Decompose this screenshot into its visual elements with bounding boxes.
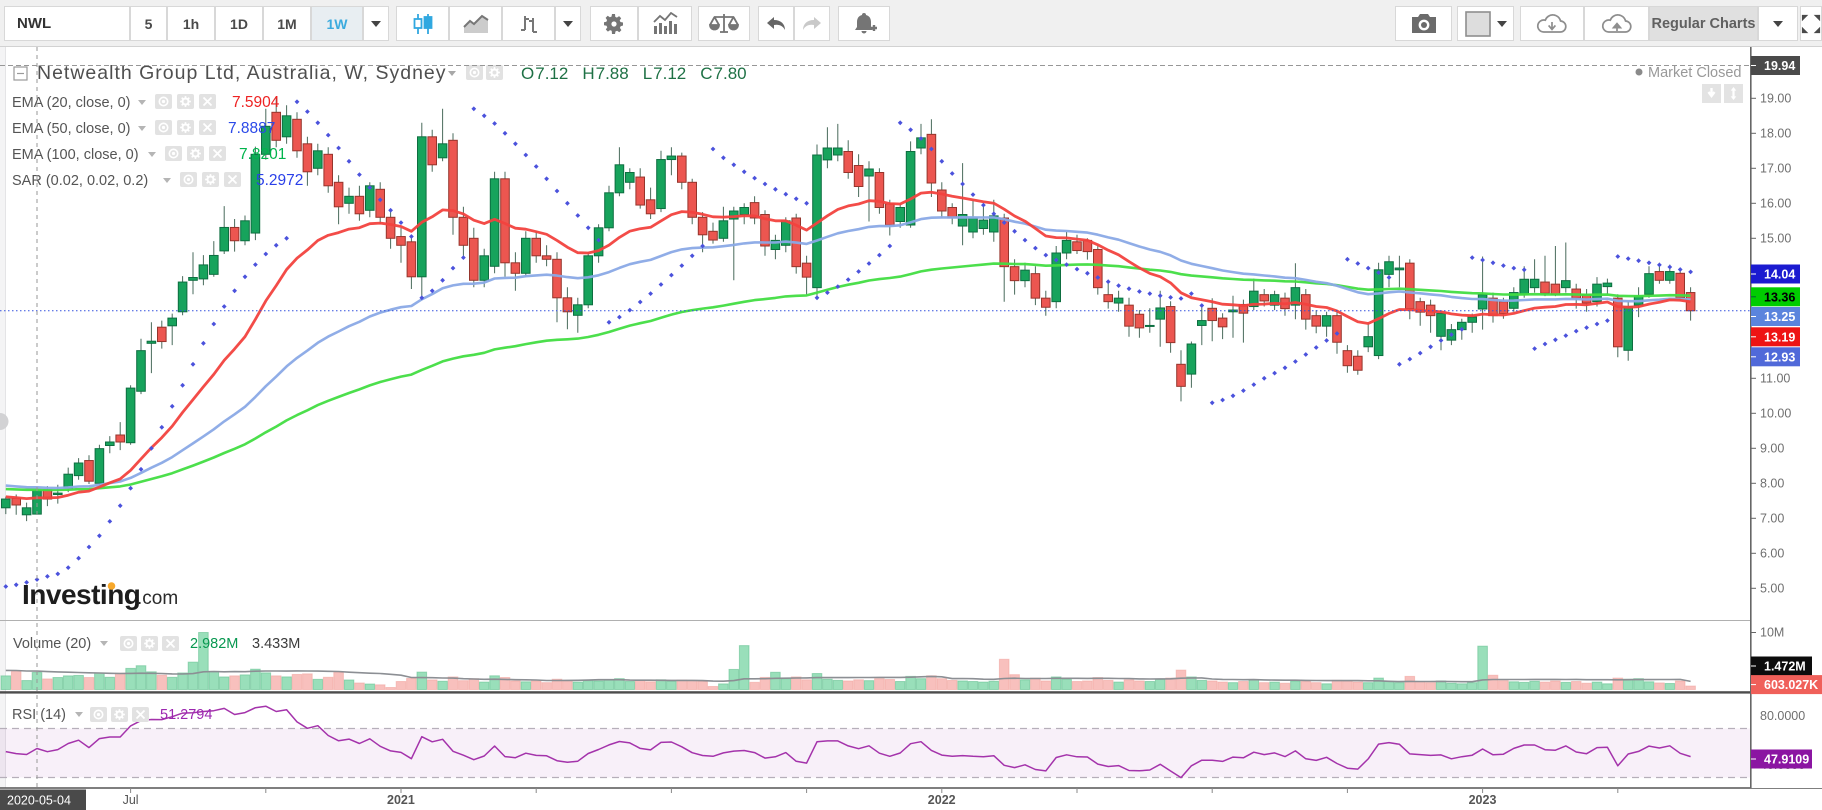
svg-text:2023: 2023 [1469,793,1497,807]
svg-text:10M: 10M [1760,626,1784,640]
svg-text:9.00: 9.00 [1760,441,1784,455]
svg-text:7.8201: 7.8201 [239,146,286,163]
svg-text:13.25: 13.25 [1764,310,1795,324]
svg-text:8.00: 8.00 [1760,476,1784,490]
svg-text:2.982M: 2.982M [190,636,238,652]
svg-text:Jul: Jul [123,793,139,807]
svg-text:.com: .com [137,588,178,609]
svg-text:13.19: 13.19 [1764,330,1795,344]
svg-text:2020-05-04: 2020-05-04 [7,794,71,808]
svg-text:13.36: 13.36 [1764,290,1795,304]
svg-text:Market Closed: Market Closed [1648,65,1741,81]
svg-text:7.5904: 7.5904 [232,94,280,111]
svg-text:7.00: 7.00 [1760,511,1784,525]
svg-text:47.9109: 47.9109 [1764,753,1809,767]
svg-text:11.00: 11.00 [1760,371,1790,385]
svg-text:12.93: 12.93 [1764,350,1795,364]
svg-text:10.00: 10.00 [1760,406,1791,420]
svg-text:7.8887: 7.8887 [228,120,275,137]
svg-text:2021: 2021 [387,793,415,807]
svg-text:5.2972: 5.2972 [256,172,303,189]
svg-text:SAR (0.02, 0.02, 0.2): SAR (0.02, 0.02, 0.2) [12,173,148,189]
svg-text:19.00: 19.00 [1760,91,1791,105]
svg-text:51.2794: 51.2794 [160,707,212,723]
svg-text:Investing: Investing [22,579,140,610]
svg-text:14.04: 14.04 [1764,268,1795,282]
svg-text:EMA (20, close, 0): EMA (20, close, 0) [12,95,130,111]
svg-text:EMA (50, close, 0): EMA (50, close, 0) [12,121,130,137]
svg-text:Volume (20): Volume (20) [13,636,91,652]
svg-text:EMA (100, close, 0): EMA (100, close, 0) [12,147,139,163]
svg-text:603.027K: 603.027K [1764,678,1818,692]
svg-text:18.00: 18.00 [1760,126,1791,140]
svg-text:80.0000: 80.0000 [1760,709,1805,723]
svg-text:2022: 2022 [928,793,956,807]
svg-text:13.36: 13.36 [1764,290,1795,304]
svg-text:RSI (14): RSI (14) [12,707,66,723]
svg-text:6.00: 6.00 [1760,546,1784,560]
svg-text:17.00: 17.00 [1760,161,1791,175]
svg-text:3.433M: 3.433M [252,636,300,652]
svg-text:Netwealth Group Ltd, Australia: Netwealth Group Ltd, Australia, W, Sydne… [37,62,447,84]
svg-text:19.94: 19.94 [1764,59,1795,73]
svg-text:15.00: 15.00 [1760,231,1791,245]
svg-text:16.00: 16.00 [1760,196,1791,210]
svg-text:1.472M: 1.472M [1764,660,1806,674]
svg-text:5.00: 5.00 [1760,581,1784,595]
